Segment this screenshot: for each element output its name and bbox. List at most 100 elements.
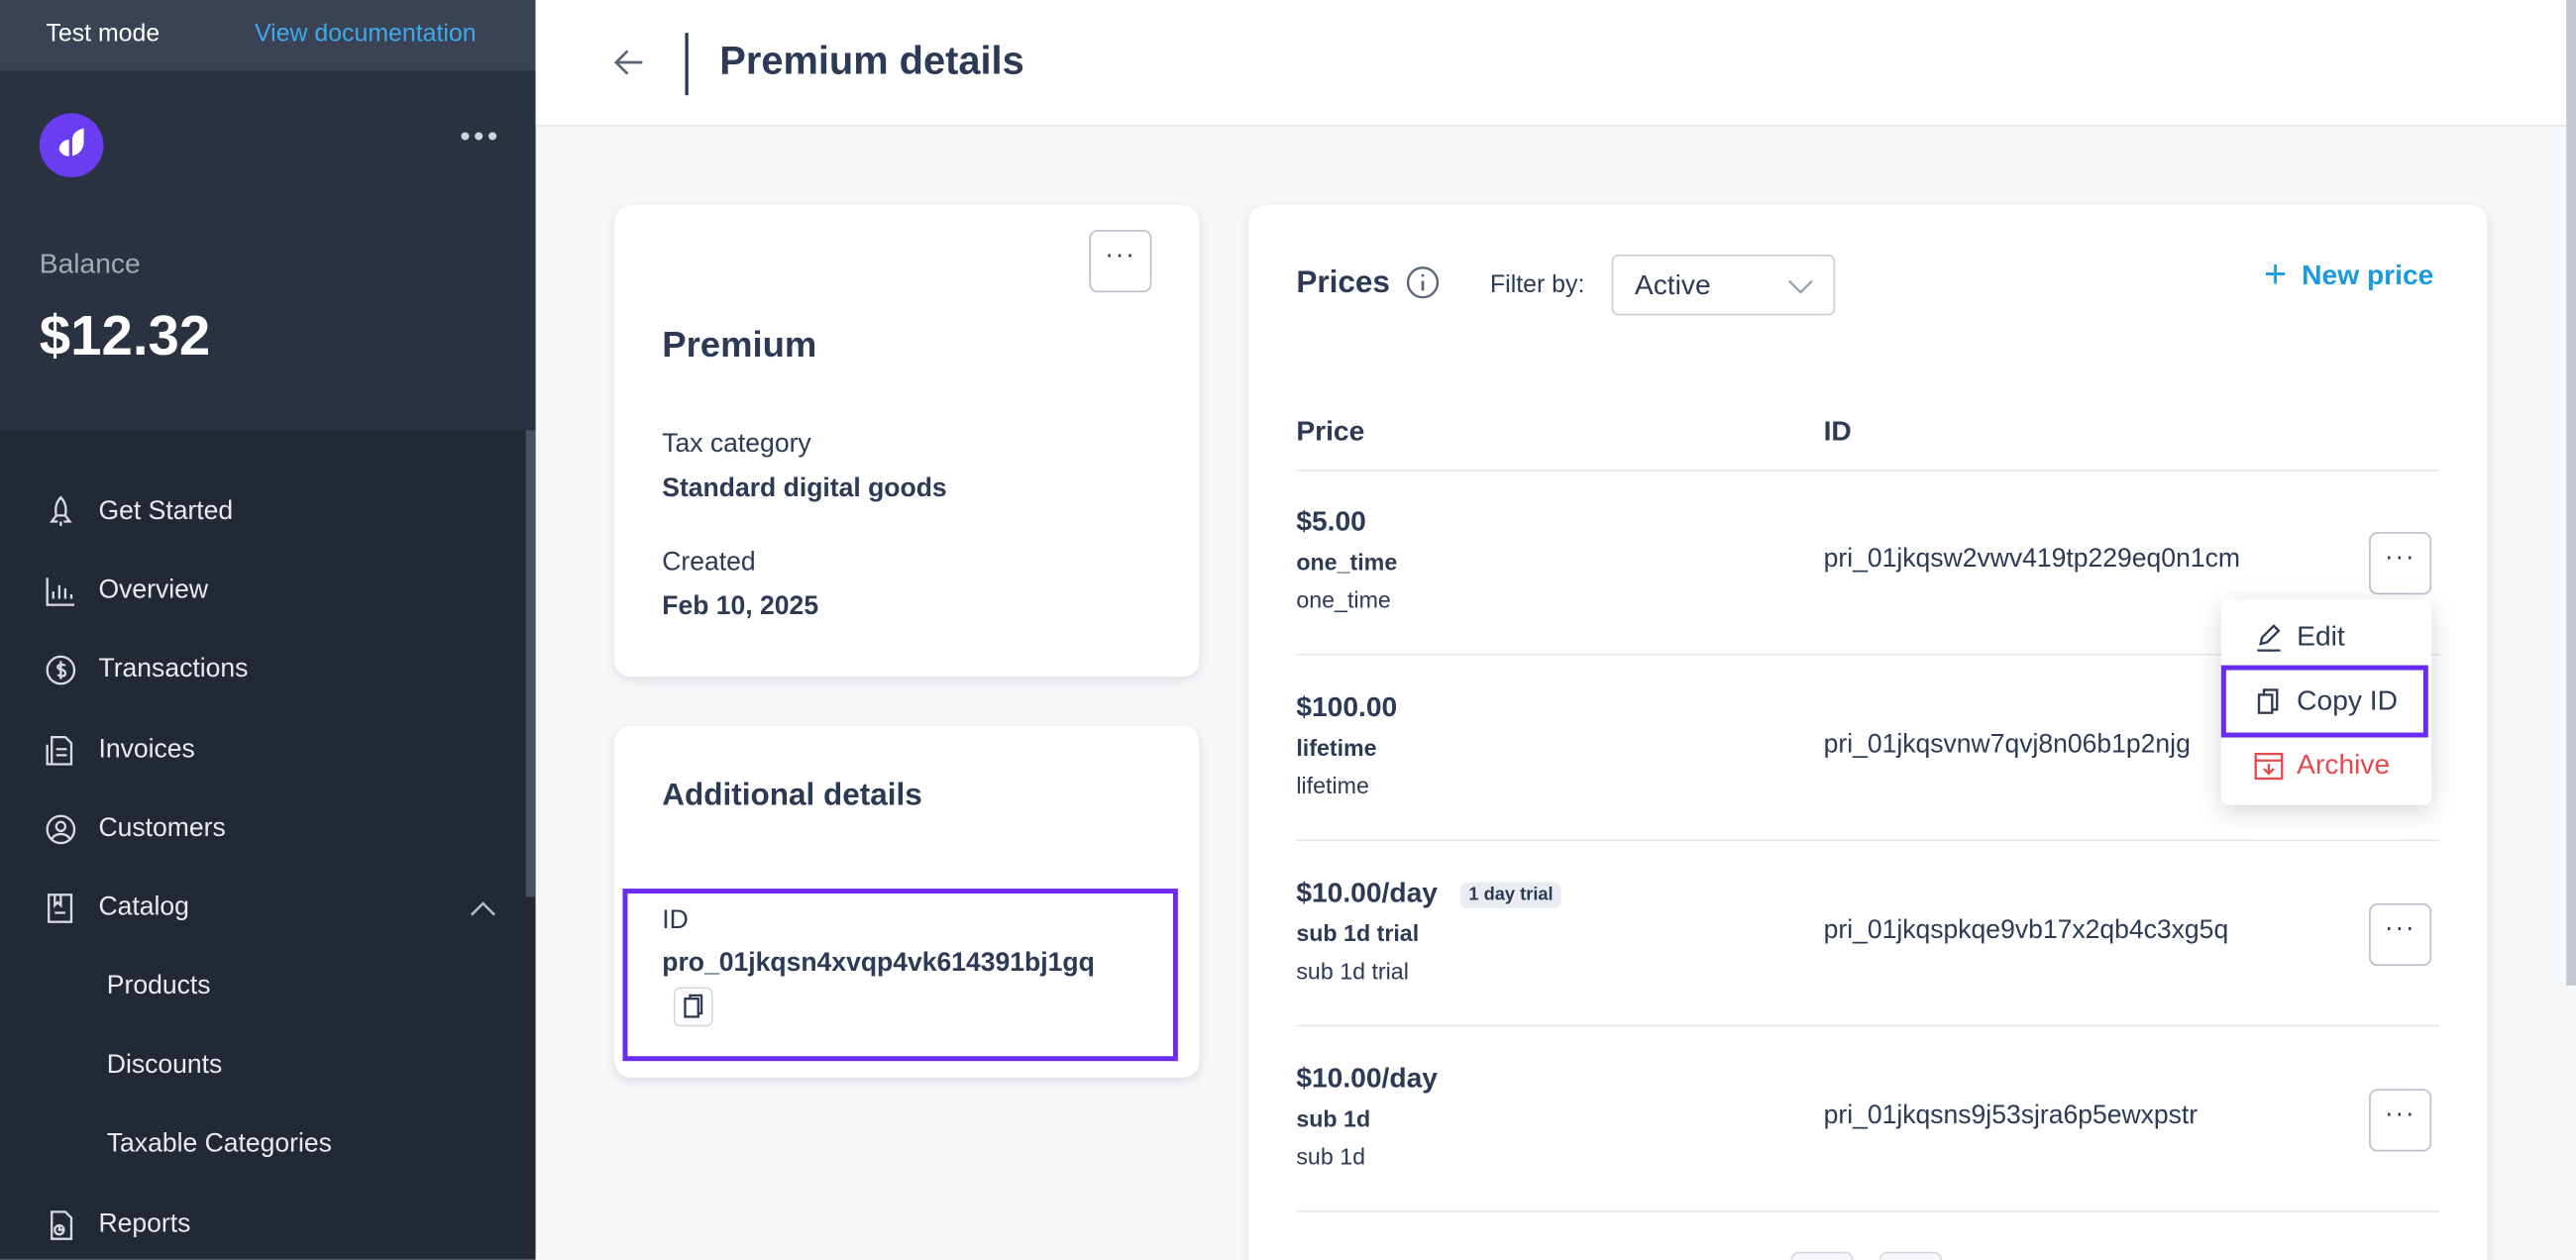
sidebar-item-invoices[interactable]: Invoices xyxy=(43,728,195,774)
created-label: Created xyxy=(662,548,756,578)
price-name: sub 1d xyxy=(1296,1104,1371,1132)
archive-icon xyxy=(2254,752,2284,781)
tax-category-label: Tax category xyxy=(662,430,811,459)
balance-value: $12.32 xyxy=(39,305,211,368)
price-amount: $5.00 xyxy=(1296,505,1366,538)
divider xyxy=(1296,1210,2440,1212)
sidebar-item-label: Catalog xyxy=(98,893,189,922)
price-name: one_time xyxy=(1296,548,1398,576)
sidebar-item-label: Customers xyxy=(98,814,226,843)
header-divider xyxy=(685,33,688,96)
copy-icon xyxy=(684,994,703,1018)
row-more-button[interactable]: ··· xyxy=(2369,1089,2432,1152)
column-header-price: Price xyxy=(1296,415,1365,448)
pagination-next-button[interactable] xyxy=(1878,1251,1942,1260)
sidebar-item-products[interactable]: Products xyxy=(106,972,211,1000)
sidebar-header: ••• Balance $12.32 xyxy=(0,70,536,431)
menu-item-label: Copy ID xyxy=(2297,684,2399,716)
info-icon[interactable] xyxy=(1405,264,1441,300)
price-amount: $10.00/day xyxy=(1296,877,1438,908)
table-row: $10.00/day 1 day trial sub 1d trial sub 1d… xyxy=(1248,841,2487,1027)
balance-label: Balance xyxy=(39,248,141,279)
created-value: Feb 10, 2025 xyxy=(662,592,819,621)
price-id: pri_01jkqsvnw7qvj8n06b1p2njg xyxy=(1823,730,2191,760)
price-amount: $100.00 xyxy=(1296,691,1398,723)
rocket-icon xyxy=(49,495,72,527)
price-name: lifetime xyxy=(1296,734,1377,761)
column-header-id: ID xyxy=(1823,415,1852,448)
product-name: Premium xyxy=(662,323,817,366)
price-description: sub 1d trial xyxy=(1296,957,1409,985)
sidebar-item-label: Transactions xyxy=(98,655,249,683)
tax-category-value: Standard digital goods xyxy=(662,474,947,503)
sidebar-item-get-started[interactable]: Get Started xyxy=(43,489,233,535)
table-row: $5.00 one_time one_time pri_01jkqsw2vwv41… xyxy=(1248,470,2487,656)
sidebar-item-label: Get Started xyxy=(98,497,234,526)
menu-item-copy-id[interactable]: Copy ID xyxy=(2220,665,2428,738)
filter-select[interactable]: Active xyxy=(1611,255,1836,316)
view-documentation-link[interactable]: View documentation xyxy=(255,19,477,49)
sidebar-item-taxable-categories[interactable]: Taxable Categories xyxy=(106,1129,332,1159)
sidebar-item-label: Reports xyxy=(98,1210,191,1239)
test-mode-bar: Test mode View documentation xyxy=(0,0,536,71)
additional-details-card: Additional details ID pro_01jkqsn4xvqp4v… xyxy=(614,725,1200,1078)
chevron-up-icon[interactable] xyxy=(469,896,498,919)
price-description: sub 1d xyxy=(1296,1143,1366,1170)
sidebar-item-overview[interactable]: Overview xyxy=(43,569,208,614)
product-more-button[interactable]: ··· xyxy=(1089,230,1152,293)
menu-item-archive[interactable]: Archive xyxy=(2221,734,2431,796)
workspace-menu-icon[interactable]: ••• xyxy=(460,120,501,154)
menu-item-label: Archive xyxy=(2297,749,2391,781)
pagination-prev-button[interactable] xyxy=(1790,1251,1854,1260)
additional-details-title: Additional details xyxy=(662,778,922,813)
pencil-icon xyxy=(2257,624,2281,652)
filter-label: Filter by: xyxy=(1489,270,1585,299)
page-title: Premium details xyxy=(719,39,1024,84)
copy-icon xyxy=(2257,688,2279,714)
page-header: Premium details xyxy=(535,0,2576,127)
sidebar-item-customers[interactable]: Customers xyxy=(43,806,226,852)
logo[interactable] xyxy=(39,113,104,178)
copy-id-button[interactable] xyxy=(673,987,713,1027)
price-id: pri_01jkqsw2vwv419tp229eq0n1cm xyxy=(1823,545,2240,574)
sidebar-item-catalog[interactable]: Catalog xyxy=(43,886,189,931)
chevron-down-icon xyxy=(1787,279,1813,294)
divider xyxy=(1296,1024,2440,1027)
sidebar-item-discounts[interactable]: Discounts xyxy=(106,1051,223,1080)
price-id: pri_01jkqsns9j53sjra6p5ewxpstr xyxy=(1823,1102,2199,1130)
price-name: sub 1d trial xyxy=(1296,919,1420,947)
page-scrollbar[interactable] xyxy=(2566,0,2576,986)
sidebar-item-transactions[interactable]: Transactions xyxy=(43,647,248,692)
divider xyxy=(1296,839,2440,841)
test-mode-label: Test mode xyxy=(46,19,161,49)
price-id: pri_01jkqspkqe9vb17x2qb4c3xg5q xyxy=(1823,916,2229,945)
divider xyxy=(1296,470,2440,472)
trial-badge: 1 day trial xyxy=(1460,882,1561,908)
sidebar-item-reports[interactable]: Reports xyxy=(43,1203,190,1248)
row-more-button[interactable]: ··· xyxy=(2369,903,2432,967)
row-more-button[interactable]: ··· xyxy=(2369,532,2432,595)
reports-icon xyxy=(51,1210,73,1240)
price-amount: $10.00/day xyxy=(1296,1062,1438,1095)
product-card: ··· Premium Tax category Standard digita… xyxy=(614,205,1200,678)
price-description: one_time xyxy=(1296,585,1391,613)
new-price-button[interactable]: + New price xyxy=(2264,256,2433,295)
sidebar-item-label: Overview xyxy=(98,577,209,605)
id-highlight-box xyxy=(622,889,1178,1062)
price-actions-menu: Edit Copy ID Archive xyxy=(2220,599,2432,805)
menu-item-label: Edit xyxy=(2297,620,2345,653)
dollar-circle-icon xyxy=(46,655,76,685)
logo-icon xyxy=(58,128,84,157)
menu-item-edit[interactable]: Edit xyxy=(2221,606,2431,669)
user-circle-icon xyxy=(46,814,76,845)
bar-chart-icon xyxy=(46,578,75,606)
price-description: lifetime xyxy=(1296,772,1369,798)
table-row: $10.00/day sub 1d sub 1d pri_01jkqsns9j53… xyxy=(1248,1026,2487,1212)
sidebar: Test mode View documentation ••• Balance… xyxy=(0,0,536,1260)
id-label: ID xyxy=(662,906,689,935)
divider xyxy=(1296,653,2440,656)
filter-value: Active xyxy=(1634,268,1711,301)
back-arrow-icon[interactable] xyxy=(613,48,646,77)
sidebar-scrollbar[interactable] xyxy=(525,430,536,897)
product-id-value: pro_01jkqsn4xvqp4vk614391bj1gq xyxy=(662,949,1095,978)
